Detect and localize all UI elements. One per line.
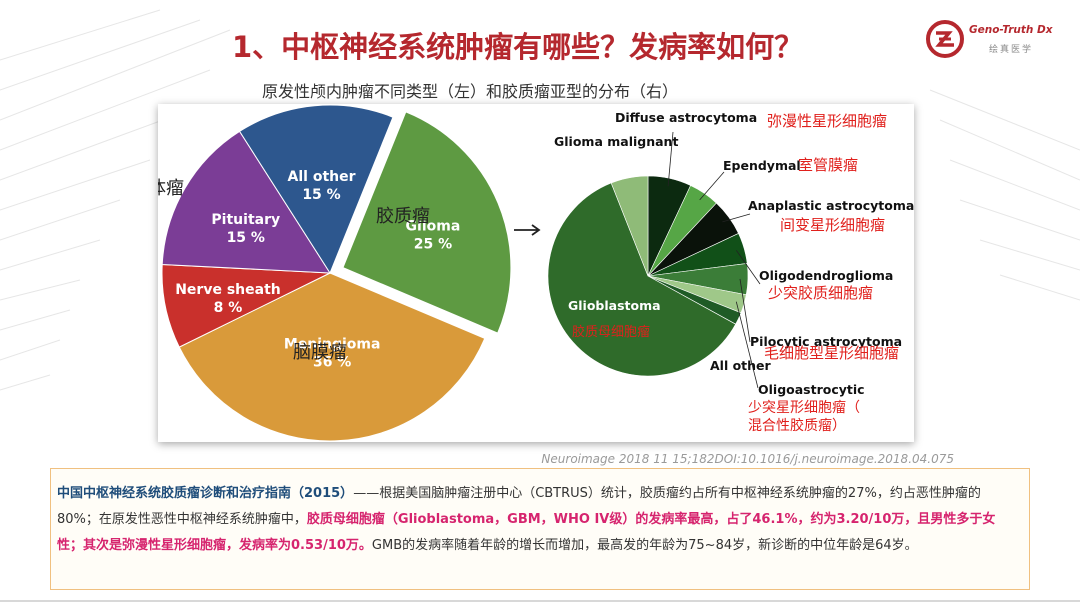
pie1-pct-glioma: 25 % xyxy=(414,236,452,252)
pie1-pct-nerve-sheath: 8 % xyxy=(214,300,243,316)
logo-cn-name: 绘真医学 xyxy=(989,45,1034,55)
pie2-cn-oligoastrocytic-2: 混合性胶质瘤） xyxy=(748,417,846,434)
pie1-label-all-other: All other xyxy=(288,169,356,185)
pie1-cn-glioma: 胶质瘤 xyxy=(376,206,430,227)
pie2-cn-glioblastoma: 胶质母细胞瘤 xyxy=(572,324,650,340)
pie1-slice-pituitary xyxy=(161,130,331,274)
pie2-label-pilocytic-astrocytoma: Pilocytic astrocytoma xyxy=(750,334,902,349)
pie2-label-all-other: All other xyxy=(710,358,772,373)
note-text-2: GMB的发病率随着年龄的增长而增加，最高发的年龄为75~84岁，新诊断的中位年龄… xyxy=(371,538,918,553)
pie1-slice-glioma xyxy=(342,111,512,334)
pie2-leader-ependymal xyxy=(699,171,725,201)
pie2-cn-anaplastic-astrocytoma: 间变星形细胞瘤 xyxy=(780,216,885,234)
note-text-1: ——根据美国脑肿瘤注册中心（CBTRUS）统计，胶质瘤约占所有中枢神经系统肿瘤的… xyxy=(57,486,981,527)
pie2-leader-oligodendroglioma xyxy=(735,250,761,285)
note-title: 中国中枢神经系统胶质瘤诊断和治疗指南（2015） xyxy=(57,486,354,501)
pie2-label-anaplastic-astrocytoma: Anaplastic astrocytoma xyxy=(748,198,914,213)
pie2-label-oligoastrocytic: Oligoastrocytic xyxy=(758,382,865,397)
pie1-pct-all-other: 15 % xyxy=(302,187,340,203)
source-citation: Neuroimage 2018 11 15;182DOI:10.1016/j.n… xyxy=(541,452,954,466)
pie1-slice-all-other xyxy=(238,104,394,275)
pie1-cn-pituitary: 垂体瘤 xyxy=(158,178,184,199)
pie2-slice-glioblastoma xyxy=(547,182,737,377)
charts-svg: Glioma 25 % Meningioma 36 % Nerve sheath 8 % P… xyxy=(158,104,914,442)
brand-logo: Geno-Truth Dx 绘真医学 xyxy=(925,18,1075,62)
pie1-slice-meningioma xyxy=(178,272,486,442)
pie2-leader-diffuse-astrocytoma xyxy=(667,131,674,187)
pie1-label-pituitary: Pituitary xyxy=(211,212,280,228)
pie2-cn-oligodendroglioma: 少突胶质细胞瘤 xyxy=(768,284,873,302)
pie2-label-diffuse-astrocytoma: Diffuse astrocytoma xyxy=(615,110,757,125)
pie1-label-glioma: Glioma xyxy=(406,218,461,234)
logo-mark-icon xyxy=(926,20,964,58)
pie1-label-meningioma: Meningioma xyxy=(284,337,381,353)
pie1-pct-pituitary: 15 % xyxy=(227,230,265,246)
guideline-note: 中国中枢神经系统胶质瘤诊断和治疗指南（2015）——根据美国脑肿瘤注册中心（CB… xyxy=(50,468,1030,590)
pie1-cn-meningioma: 脑膜瘤 xyxy=(293,342,347,363)
pie2-cn-pilocytic-astrocytoma: 毛细胞型星形细胞瘤 xyxy=(764,344,899,362)
pie2-leader-oligoastrocytic xyxy=(735,301,759,389)
pie2-label-oligodendroglioma: Oligodendroglioma xyxy=(759,268,893,283)
logo-name: Geno-Truth Dx xyxy=(969,24,1053,36)
pie2-leader-pilocytic-astrocytoma xyxy=(739,278,751,343)
pie2-leader-anaplastic-astrocytoma xyxy=(722,213,751,223)
bottom-divider xyxy=(0,600,1080,602)
page-title: 1、中枢神经系统肿瘤有哪些？发病率如何？ xyxy=(232,30,804,64)
pie2-cn-diffuse-astrocytoma: 弥漫性星形细胞瘤 xyxy=(767,112,887,130)
chart-subtitle: 原发性颅内肿瘤不同类型（左）和胶质瘤亚型的分布（右） xyxy=(262,82,679,101)
pie2-cn-oligoastrocytic-1: 少突星形细胞瘤（ xyxy=(748,399,860,416)
pie2-label-glioblastoma: Glioblastoma xyxy=(568,298,661,313)
pie2-label-ependymal: Ependymal xyxy=(723,158,801,173)
pie1-pct-meningioma: 36 % xyxy=(313,355,351,371)
pie1-label-nerve-sheath: Nerve sheath xyxy=(175,282,281,298)
pie2-label-glioma-malignant: Glioma malignant xyxy=(554,134,678,149)
chart-panel: Glioma 25 % Meningioma 36 % Nerve sheath 8 % P… xyxy=(158,104,914,442)
pie2-cn-ependymal: 室管膜瘤 xyxy=(798,156,858,174)
arrow-icon xyxy=(514,224,541,236)
note-highlight: 胶质母细胞瘤（Glioblastoma，GBM，WHO IV级）的发病率最高，占… xyxy=(57,512,996,553)
pie2-slice-glioma-malignant xyxy=(610,175,649,277)
